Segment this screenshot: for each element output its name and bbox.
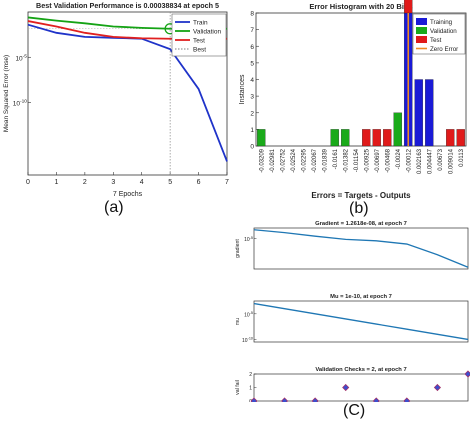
y-tick-label: 6 — [250, 44, 254, 51]
x-tick-label: -0.0161 — [333, 148, 339, 169]
x-tick-label: 7 — [225, 179, 229, 186]
chart-title: Error Histogram with 20 Bins — [309, 2, 412, 11]
x-tick-label: 0.0113 — [459, 148, 465, 167]
mu-y-tick-label: 10-10 — [242, 337, 253, 344]
y-tick-label: 5 — [250, 60, 254, 67]
x-tick-label: -0.01154 — [354, 148, 360, 172]
gradient-y-tick-label: 10-5 — [244, 236, 253, 243]
gradient-line — [253, 229, 469, 268]
y-tick-label: 0 — [250, 144, 254, 151]
bar-training — [414, 79, 423, 147]
x-tick-label: -0.03209 — [259, 148, 265, 172]
bar-training — [425, 79, 434, 147]
bar-validation — [393, 112, 402, 147]
bar-test — [372, 129, 381, 147]
val-point — [281, 397, 289, 402]
val-point — [403, 397, 411, 402]
legend-label-validation: Validation — [430, 28, 457, 35]
y-tick-label: 4 — [250, 77, 254, 84]
y-tick-label: 2 — [250, 110, 254, 117]
legend-label-best: Best — [193, 47, 206, 54]
val-y-tick-label: 1 — [249, 386, 252, 392]
caption-a: (a) — [104, 199, 124, 216]
y-tick-label: 7 — [250, 27, 254, 34]
val-point — [464, 370, 470, 378]
y-tick-label: 10-10 — [13, 99, 28, 108]
y-tick-label: 3 — [250, 94, 254, 101]
bar-validation — [257, 129, 266, 147]
y-tick-label: 8 — [250, 11, 254, 18]
x-axis-label: Errors = Targets - Outputs — [311, 191, 411, 200]
x-tick-label: -0.02752 — [280, 148, 286, 172]
x-tick-label: -0.00925 — [364, 148, 370, 172]
caption-c: (C) — [343, 402, 366, 419]
legend-label-validation: Validation — [193, 29, 221, 36]
val-title: Validation Checks = 2, at epoch 7 — [315, 367, 406, 373]
x-tick-label: -0.02067 — [312, 148, 318, 172]
val-point — [311, 397, 319, 402]
x-tick-label: 5 — [168, 179, 172, 186]
error-histogram-chart: Error Histogram with 20 Bins 0 1 2 3 4 5 6 7 8 Ins… — [239, 0, 467, 200]
y-tick-label: 10-5 — [15, 53, 27, 62]
x-tick-label: 1 — [54, 179, 58, 186]
x-tick-label: -0.02524 — [291, 148, 297, 172]
x-tick-label: 0 — [26, 179, 30, 186]
x-tick-label: -0.01839 — [322, 148, 328, 172]
x-tick-label: 2 — [83, 179, 87, 186]
legend-swatch-validation — [416, 27, 427, 34]
training-state-chart: Gradient = 1.2618e-08, at epoch 710-5gra… — [235, 221, 470, 402]
val-point — [342, 383, 350, 392]
legend-label-train: Train — [193, 20, 208, 27]
caption-b: (b) — [349, 200, 369, 217]
chart-title: Best Validation Performance is 0.0003883… — [36, 1, 219, 10]
legend-swatch-training — [416, 18, 427, 25]
bar-test — [383, 129, 392, 147]
val-y-tick-label: 0 — [249, 399, 252, 402]
legend-swatch-test — [416, 36, 427, 43]
bar-test — [404, 0, 413, 14]
x-axis-label: 7 Epochs — [113, 191, 143, 198]
val-point — [250, 397, 258, 402]
x-tick-label: 4 — [140, 179, 144, 186]
performance-chart: Best Validation Performance is 0.0003883… — [3, 1, 229, 198]
bar-test — [446, 129, 455, 147]
bar-test — [362, 129, 371, 147]
x-tick-label: 0.004447 — [427, 148, 433, 174]
x-tick-label: 0.002163 — [417, 148, 423, 174]
mu-title: Mu = 1e-10, at epoch 7 — [330, 294, 392, 300]
x-tick-label: 0.009014 — [448, 148, 454, 174]
mu-line — [253, 302, 469, 341]
val-y-tick-label: 2 — [249, 372, 252, 378]
y-tick-label: 1 — [250, 127, 254, 134]
x-tick-label: -0.02295 — [301, 148, 307, 172]
x-tick-label: -0.00468 — [385, 148, 391, 172]
val-point — [433, 383, 441, 392]
gradient-frame — [253, 227, 469, 270]
legend-label-test: Test — [193, 38, 205, 45]
val-y-axis-label: val fail — [235, 380, 241, 395]
y-axis-label: Mean Squared Error (mse) — [3, 55, 10, 132]
bar-test — [456, 129, 465, 147]
legend-label-test: Test — [430, 37, 442, 44]
bar-validation — [341, 129, 350, 147]
x-tick-label: -0.00697 — [375, 148, 381, 172]
x-tick-label: -0.0024 — [396, 148, 402, 169]
gradient-title: Gradient = 1.2618e-08, at epoch 7 — [315, 221, 407, 227]
x-tick-label: 0.00673 — [438, 148, 444, 170]
x-tick-label: 6 — [197, 179, 201, 186]
x-tick-label: -0.00012 — [406, 148, 412, 172]
legend-label-zero-error: Zero Error — [430, 46, 458, 53]
val-point — [372, 397, 380, 402]
x-tick-label: 3 — [111, 179, 115, 186]
bar-validation — [330, 129, 339, 147]
x-tick-label: -0.02981 — [270, 148, 276, 172]
gradient-y-axis-label: gradient — [235, 239, 241, 258]
legend-label-training: Training — [430, 19, 453, 26]
mu-y-tick-label: 10-5 — [244, 311, 253, 318]
x-tick-label: -0.01382 — [343, 148, 349, 172]
y-axis-label: Instances — [239, 74, 246, 104]
mu-y-axis-label: mu — [235, 318, 241, 325]
